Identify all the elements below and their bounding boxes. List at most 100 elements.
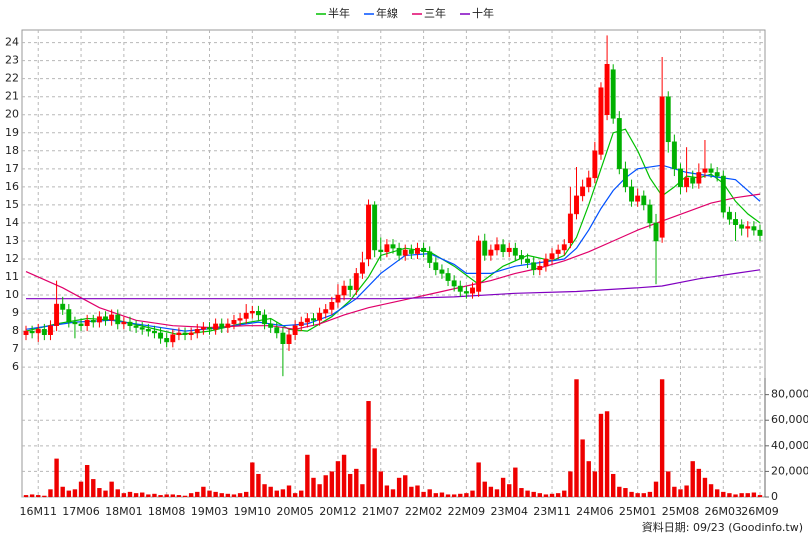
volume-bar [592,471,598,497]
volume-bar [439,492,445,497]
volume-bar [525,490,530,497]
candle-body [598,87,604,155]
volume-bar [268,486,273,497]
y-tick-label: 7 [12,342,19,355]
candle-body [561,244,567,251]
volume-bar [500,477,506,497]
candle-body [103,316,108,321]
volume-bar [78,481,84,497]
volume-bar [42,495,47,497]
y-tick-label: 21 [5,90,19,103]
candle-body [286,334,292,344]
candle-body [482,240,488,256]
candle-body [671,141,677,170]
volume-bar [311,477,316,497]
volume-bar [164,494,169,497]
candle-body [720,175,726,213]
candle-body [188,332,194,335]
candle-body [531,262,537,271]
candle-body [525,258,531,263]
candle-body [304,318,310,323]
x-tick-label: 25M01 [619,505,657,518]
volume-bar [262,484,267,497]
volume-bar [653,481,659,497]
candle-body [390,244,396,249]
candle-body [659,96,665,238]
volume-bar [158,495,163,497]
volume-bar [274,490,279,497]
volume-bar [219,493,224,497]
candle-body [745,226,751,229]
volume-bar [458,493,463,497]
volume-bar [213,491,218,497]
volume-bar [684,485,689,497]
candle-body [629,186,634,202]
candle-body [133,325,139,328]
candle-body [298,321,304,326]
candle-body [647,204,653,224]
candle-body [739,224,745,229]
candle-body [23,330,29,335]
volume-bar [482,481,487,497]
volume-bar [372,448,377,497]
volume-bar [568,471,573,497]
volume-bar [470,490,475,497]
y-tick-label: 8 [12,324,19,337]
volume-bar [237,493,243,497]
volume-bar [103,490,108,497]
candle-body [500,244,506,253]
candle-body [696,172,702,184]
candle-body [653,222,659,242]
candle-body [152,330,157,334]
volume-bar [347,473,353,497]
volume-bar [127,491,133,497]
volume-bar [708,484,714,497]
volume-bar [152,493,157,497]
volume-bar [231,494,237,497]
legend-label: 十年 [472,6,494,20]
volume-bar [647,491,653,497]
volume-bar [84,465,90,497]
candle-body [512,247,518,256]
candle-body [66,309,72,323]
candle-body [84,320,90,326]
volume-bar [611,473,616,497]
candle-body [574,195,579,215]
volume-bar [445,494,451,497]
candle-body [35,329,41,334]
candle-body [537,265,543,271]
candle-body [231,320,237,325]
footer: 資料日期: 09/23 (Goodinfo.tw) [642,520,803,534]
candle-body [329,302,335,310]
candle-body [708,168,714,173]
volume-bar [451,494,457,497]
volume-bar [604,411,610,497]
volume-bar [109,481,114,497]
candle-body [463,291,469,294]
candle-body [359,262,365,274]
volume-bar [678,489,683,497]
volume-bar [396,477,402,497]
candle-body [445,273,451,281]
x-tick-label: 25M08 [662,505,700,518]
candle-body [751,226,757,231]
volume-bar [745,493,750,497]
volume-bar [195,491,200,497]
volume-bar [286,485,292,497]
volume-tick-label: 60,000 [771,413,808,426]
volume-bar [666,471,671,497]
y-tick-label: 15 [5,198,19,211]
candle-body [470,287,475,294]
volume-bar [115,489,120,497]
x-tick-label: 20M12 [319,505,357,518]
candle-body [555,249,561,254]
candle-body [335,294,341,303]
volume-bar [635,493,640,497]
volume-bar [537,493,542,497]
volume-bar [555,493,561,497]
candle-body [353,273,359,290]
candle-body [182,332,188,335]
volume-bar [23,495,29,497]
legend-label: 年線 [376,6,398,20]
volume-bar [617,486,622,497]
